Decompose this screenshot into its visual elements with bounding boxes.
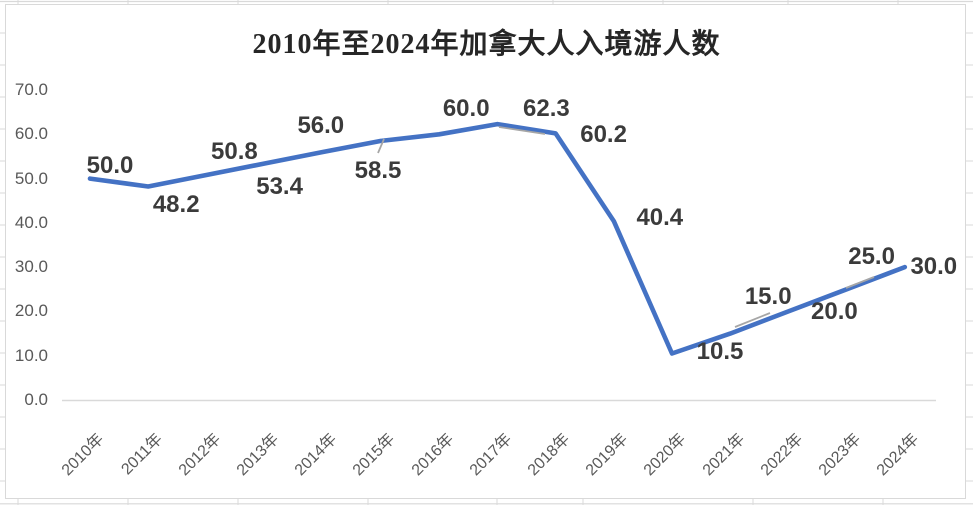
data-label-leader-line [845,276,875,289]
data-point-value-label: 56.0 [297,112,345,139]
data-point-value-label: 30.0 [910,253,958,281]
chart-title: 2010年至2024年加拿大人入境游人数 [252,29,721,60]
data-label-leader-line [498,126,546,135]
data-point-value-label: 50.8 [211,138,258,166]
data-label-leader-line [377,138,385,154]
data-point-value-label: 25.0 [848,243,895,271]
data-point-value-label: 20.0 [811,298,858,326]
data-point-value-label: 48.2 [152,190,200,218]
y-axis-tick-label: 30.0 [14,257,48,277]
y-axis-tick-label: 40.0 [14,212,48,232]
data-point-value-label: 62.3 [523,95,570,123]
data-point-value-label: 53.4 [256,172,303,200]
y-axis-tick-label: 20.0 [14,301,48,321]
series-line [87,121,908,356]
y-axis-tick-label: 50.0 [14,168,48,188]
y-axis-tick-label: 10.0 [14,345,48,365]
data-point-value-label: 60.2 [580,121,627,149]
data-point-value-label: 50.0 [86,151,134,179]
data-label-leader-line [734,312,771,328]
data-point-value-label: 10.5 [696,337,744,365]
y-axis-tick-label: 60.0 [14,124,48,144]
data-point-value-label: 15.0 [744,282,792,310]
data-point-value-label: 58.5 [354,156,402,184]
chart-object[interactable] [5,4,966,499]
y-axis-tick-label: 0.0 [24,390,48,409]
data-point-value-label: 60.0 [442,95,490,123]
data-point-value-label: 40.4 [636,204,684,232]
y-axis-tick-label: 70.0 [14,80,48,99]
